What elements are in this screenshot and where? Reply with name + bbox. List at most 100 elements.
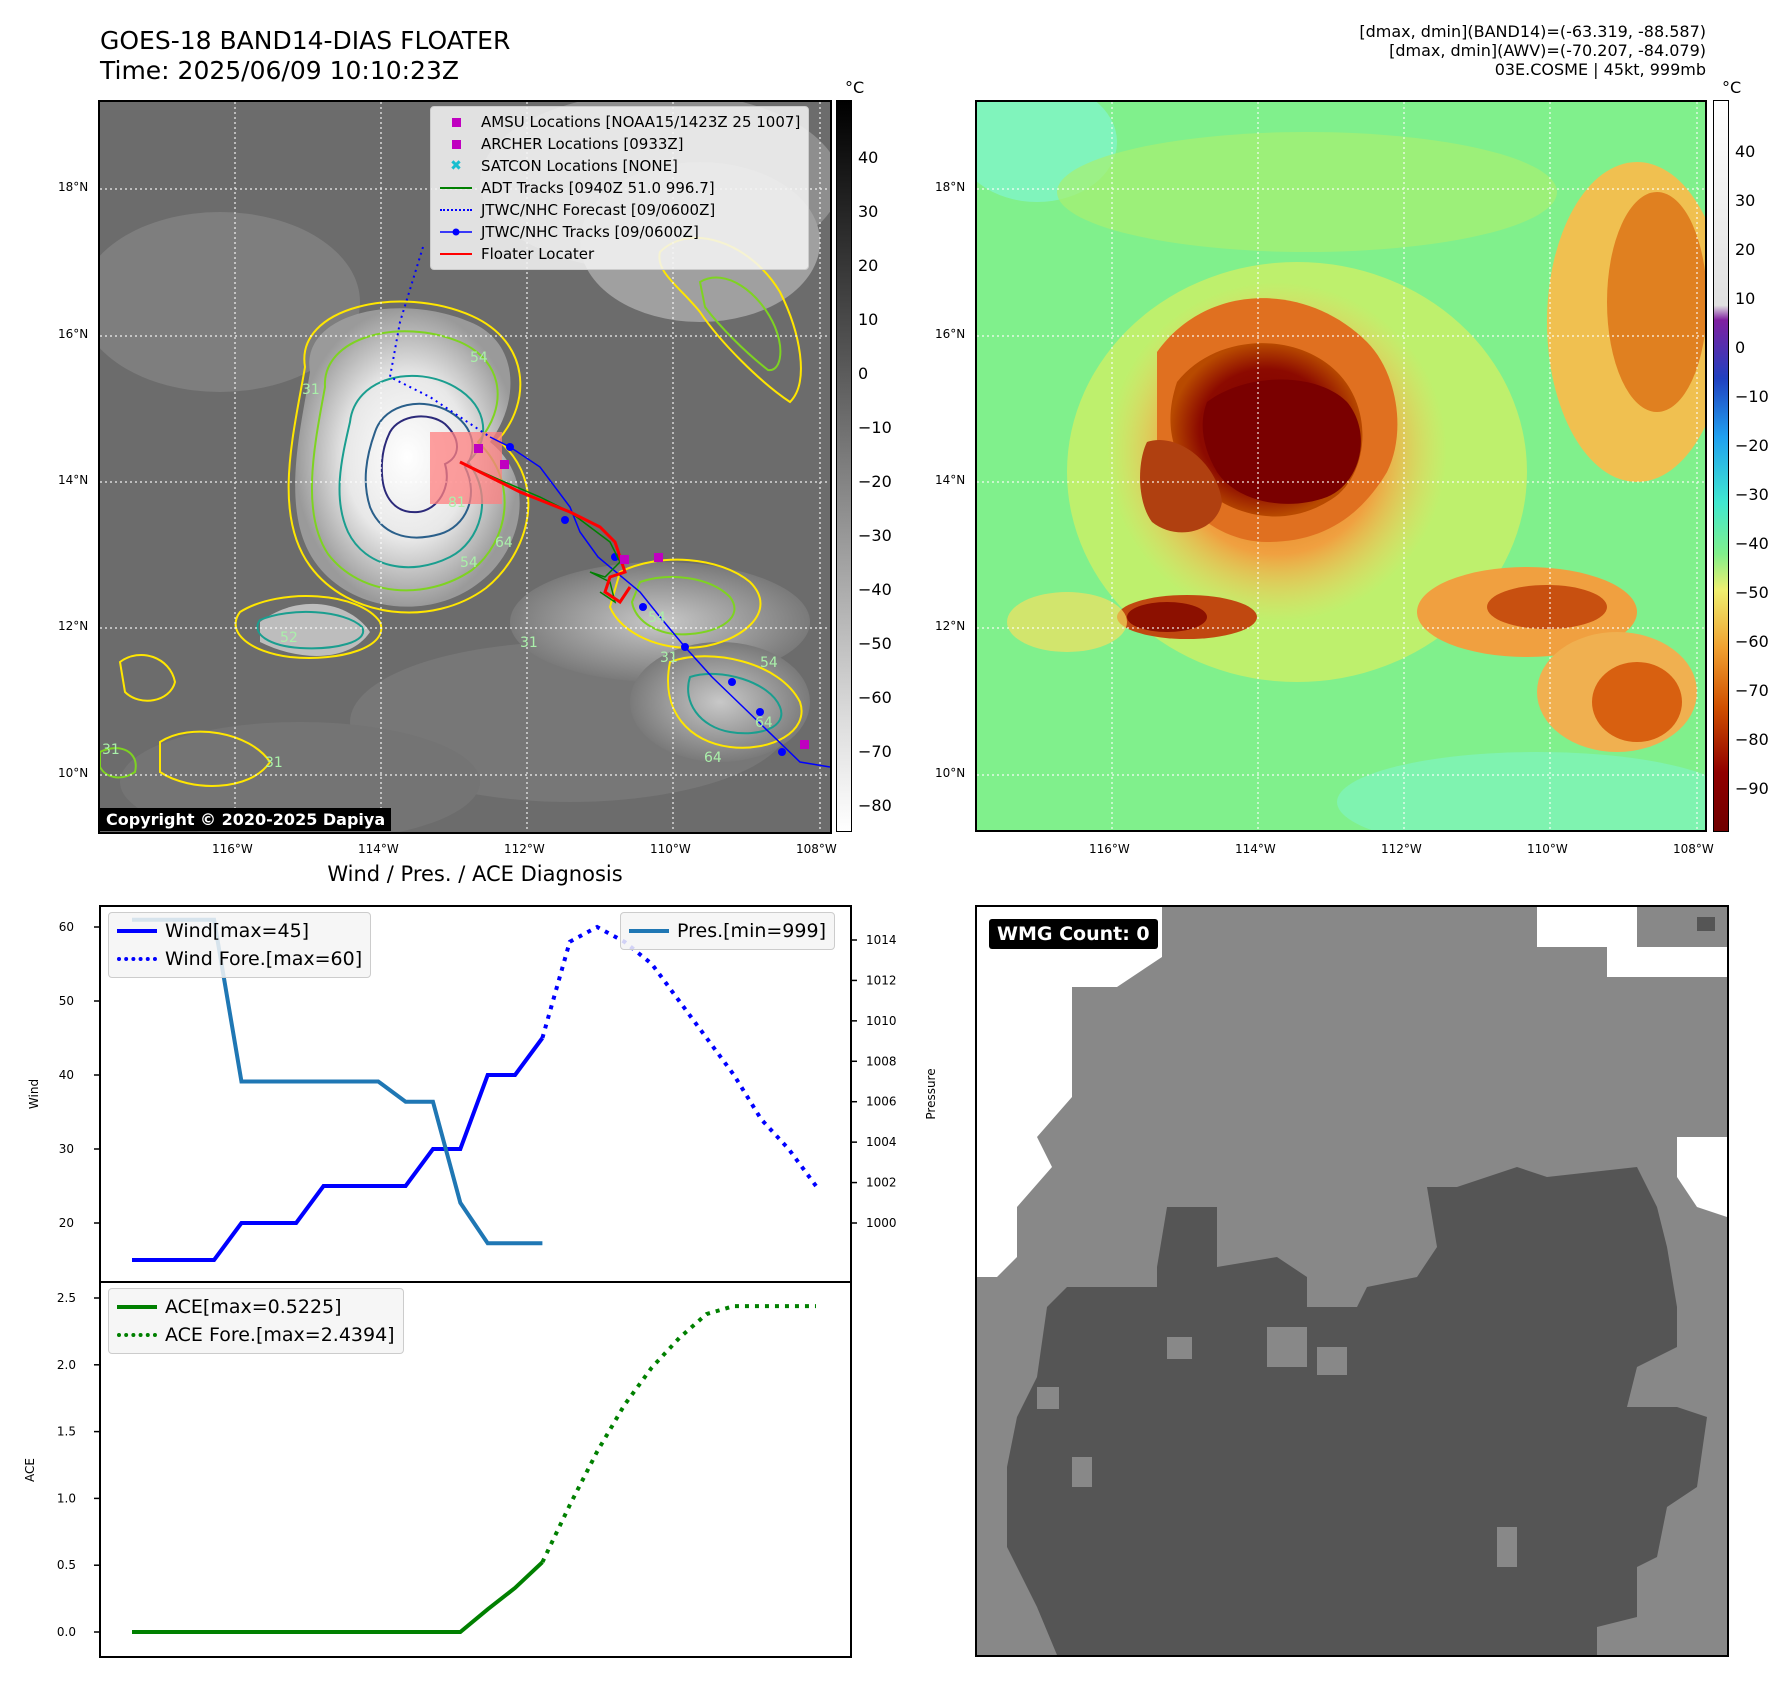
legend-wind: Wind[max=45] (117, 917, 362, 945)
wmg-count-badge: WMG Count: 0 (989, 919, 1158, 949)
wmg-image (977, 907, 1727, 1655)
lon-tick: 112°W (504, 842, 545, 856)
ace-series-0 (132, 1560, 544, 1634)
satellite-colorbar (836, 100, 852, 832)
graticule (977, 102, 1705, 830)
awv-stats: [dmax, dmin](BAND14)=(-63.319, -88.587) … (1359, 22, 1706, 79)
colorbar-unit: °C (845, 78, 865, 97)
svg-text:54: 54 (760, 655, 778, 671)
wind-axis-label: Wind (27, 1079, 41, 1109)
pressure-tick-label: 1014 (866, 933, 897, 947)
ace-ticks: 2.5 2.0 1.5 1.0 0.5 0.0 (57, 1291, 100, 1639)
wind-tick-label: 50 (59, 994, 74, 1008)
lon-tick: 108°W (796, 842, 837, 856)
lat-tick: 16°N (935, 327, 966, 341)
wind-tick-label: 40 (59, 1068, 74, 1082)
ace-tick-label: 0.0 (57, 1625, 76, 1639)
svg-text:31: 31 (660, 650, 678, 666)
ace-series-1 (540, 1304, 816, 1564)
pressure-legend: Pres.[min=999] (620, 912, 835, 950)
svg-text:54: 54 (460, 555, 478, 571)
svg-text:81: 81 (448, 495, 466, 511)
ace-tick-label: 0.5 (57, 1558, 76, 1572)
legend-ace-forecast: ACE Fore.[max=2.4394] (117, 1321, 395, 1349)
wind-legend: Wind[max=45] Wind Fore.[max=60] (108, 912, 372, 978)
sat-title-line2: Time: 2025/06/09 10:10:23Z (100, 56, 459, 85)
legend-floater: Floater Locater (439, 243, 800, 265)
wind-ticks: 60 50 40 30 20 (59, 920, 100, 1230)
forecast-track (388, 246, 491, 438)
pressure-tick-label: 1010 (866, 1014, 897, 1028)
lat-tick: 12°N (935, 619, 966, 633)
lon-tick: 108°W (1673, 842, 1714, 856)
legend-adt: ADT Tracks [0940Z 51.0 996.7] (439, 177, 800, 199)
ace-legend: ACE[max=0.5225] ACE Fore.[max=2.4394] (108, 1288, 404, 1354)
svg-text:54: 54 (648, 610, 666, 626)
pressure-tick-label: 1002 (866, 1176, 897, 1190)
lon-tick: 112°W (1381, 842, 1422, 856)
awv-map (975, 100, 1707, 832)
legend-forecast: JTWC/NHC Forecast [09/0600Z] (439, 199, 800, 221)
legend-satcon: ✖ SATCON Locations [NONE] (439, 155, 800, 177)
lon-tick: 114°W (358, 842, 399, 856)
pressure-tick-label: 1012 (866, 973, 897, 987)
svg-text:64: 64 (495, 535, 513, 551)
svg-text:54: 54 (470, 350, 488, 366)
lat-tick: 10°N (58, 766, 89, 780)
amsu-archer-points (474, 444, 809, 749)
dotted-line-icon (117, 957, 157, 961)
line-marker-icon (629, 929, 669, 933)
copyright-label: Copyright © 2020-2025 Dapiya (100, 808, 392, 831)
lon-tick: 110°W (1527, 842, 1568, 856)
svg-text:31: 31 (102, 742, 120, 758)
awv-image (977, 102, 1705, 830)
adt-track (459, 461, 621, 604)
line-marker-icon (117, 1305, 157, 1309)
wind-series-0 (132, 1036, 545, 1262)
square-marker-icon (451, 117, 461, 127)
pressure-tick-label: 1008 (866, 1054, 897, 1068)
satellite-ir-map: 31 54 64 81 31 54 64 31 54 64 31 54 31 5… (98, 100, 832, 834)
lon-tick: 116°W (212, 842, 253, 856)
dotted-line-icon (440, 209, 472, 211)
wind-tick-label: 20 (59, 1216, 74, 1230)
lat-tick: 10°N (935, 766, 966, 780)
svg-text:31: 31 (302, 382, 320, 398)
ace-tick-label: 2.0 (57, 1358, 76, 1372)
pressure-tick-label: 1006 (866, 1095, 897, 1109)
line-dot-icon (440, 228, 472, 236)
awv-colorbar (1713, 100, 1729, 832)
lat-tick: 18°N (935, 180, 966, 194)
pressure-tick-label: 1000 (866, 1216, 897, 1230)
ace-tick-label: 1.5 (57, 1425, 76, 1439)
best-track-points (506, 443, 786, 756)
lat-tick: 16°N (58, 327, 89, 341)
svg-text:31: 31 (520, 635, 538, 651)
satellite-legend: AMSU Locations [NOAA15/1423Z 25 1007] AR… (430, 106, 810, 270)
lat-tick: 14°N (935, 473, 966, 487)
contour-labels: 31 54 64 81 31 54 64 31 54 64 31 54 31 5… (102, 350, 778, 771)
ace-tick-label: 2.5 (57, 1291, 76, 1305)
wind-series-1 (540, 924, 818, 1188)
legend-amsu: AMSU Locations [NOAA15/1423Z 25 1007] (439, 111, 800, 133)
svg-text:52: 52 (280, 630, 298, 646)
x-marker-icon: ✖ (450, 158, 462, 174)
wmg-map: WMG Count: 0 (975, 905, 1729, 1657)
pressure-ticks: 1014 1012 1010 1008 1006 1004 1002 1000 (851, 933, 897, 1230)
svg-text:64: 64 (755, 715, 773, 731)
wind-tick-label: 60 (59, 920, 74, 934)
line-marker-icon (117, 929, 157, 933)
legend-wind-forecast: Wind Fore.[max=60] (117, 945, 362, 973)
sat-title-line1: GOES-18 BAND14-DIAS FLOATER (100, 26, 511, 55)
legend-ace: ACE[max=0.5225] (117, 1293, 395, 1321)
ace-axis-label: ACE (23, 1458, 37, 1482)
floater-locater-track (459, 460, 632, 605)
square-marker-icon (451, 139, 461, 149)
best-track (489, 436, 713, 678)
lat-tick: 18°N (58, 180, 89, 194)
svg-text:64: 64 (704, 750, 722, 766)
colorbar-unit: °C (1722, 78, 1742, 97)
legend-pressure: Pres.[min=999] (629, 917, 826, 945)
diagnosis-series (132, 917, 818, 1634)
